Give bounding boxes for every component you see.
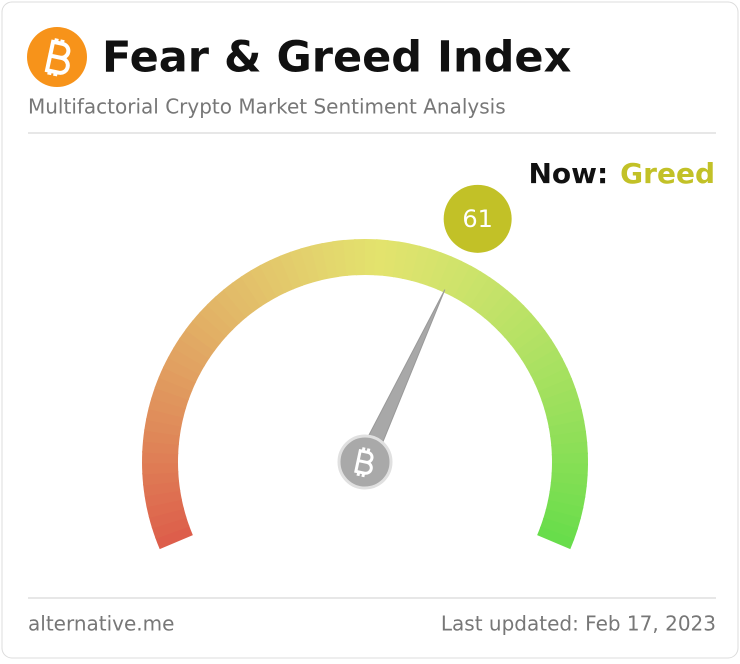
gauge-arc [161, 482, 162, 494]
gauge-arc [462, 281, 472, 287]
gauge-arc [168, 393, 172, 404]
gauge-arc [471, 286, 481, 292]
gauge-arc [166, 402, 169, 413]
gauge-arc [227, 303, 236, 311]
gauge-arc [569, 443, 570, 455]
gauge-arc [164, 412, 167, 423]
subtitle: Multifactorial Crypto Market Sentiment A… [28, 95, 506, 119]
gauge-arc [496, 304, 505, 312]
gauge-arc [546, 366, 551, 376]
gauge-arc [172, 383, 176, 394]
gauge-arc [444, 273, 455, 278]
gauge-arc [375, 257, 387, 258]
gauge-arc [234, 297, 243, 304]
gauge-arc [184, 356, 190, 366]
gauge-arc [259, 281, 269, 287]
gauge-arc [166, 512, 169, 523]
gauge-arc [169, 522, 173, 533]
gauge-arc [206, 324, 214, 333]
bitcoin-logo [27, 27, 87, 87]
gauge-arc [345, 257, 357, 258]
gauge-arc [488, 298, 497, 305]
gauge-arc [395, 259, 406, 261]
gauge-arc [172, 531, 176, 542]
source: alternative.me [28, 612, 174, 636]
gauge-arc [296, 265, 307, 269]
gauge-arc [555, 385, 559, 396]
gauge-arc [517, 325, 525, 334]
gauge-arc [562, 404, 565, 415]
classification: Greed [620, 157, 715, 190]
gauge-arc [564, 413, 566, 424]
gauge-arc [479, 292, 488, 299]
gauge-arc [335, 258, 347, 259]
gauge-arc [161, 432, 162, 444]
gauge-arc [175, 374, 180, 385]
gauge-arc [551, 375, 556, 386]
gauge-arc [242, 291, 252, 298]
gauge-arc [213, 316, 221, 324]
last-updated: Last updated: Feb 17, 2023 [441, 612, 716, 636]
gauge-arc [220, 310, 228, 318]
now-label: Now: [528, 157, 608, 190]
gauge-arc [530, 341, 537, 351]
title: Fear & Greed Index [102, 33, 572, 83]
gauge-arc [162, 492, 164, 503]
gauge-arc [194, 339, 201, 349]
gauge-arc [565, 494, 567, 505]
gauge-arc [164, 502, 167, 513]
gauge-arc [568, 433, 569, 445]
gauge-arc [160, 472, 161, 484]
gauge-arc [566, 423, 568, 434]
gauge-arc [425, 266, 436, 270]
gauge-arc [325, 259, 336, 261]
gauge-arc [541, 357, 547, 367]
gauge-arc [405, 261, 416, 264]
gauge-arc [189, 348, 195, 358]
value-label: 61 [462, 205, 493, 233]
gauge-arc [286, 269, 297, 273]
gauge-arc [557, 523, 561, 534]
gauge-arc [200, 331, 207, 340]
gauge-arc [524, 333, 531, 342]
gauge-arc [277, 272, 288, 277]
gauge-arc [567, 484, 569, 496]
gauge-arc [510, 318, 518, 326]
gauge-arc [453, 277, 463, 282]
gauge-arc [162, 422, 164, 433]
gauge-arc [560, 513, 563, 524]
gauge-arc [160, 442, 161, 454]
gauge-arc [315, 261, 326, 264]
gauge-arc [434, 269, 445, 273]
gauge-arc [268, 276, 278, 281]
gauge-arc [563, 504, 566, 515]
gauge-arc [179, 365, 184, 375]
gauge-arc [305, 263, 316, 266]
gauge-arc [385, 258, 397, 259]
gauge-arc [503, 311, 511, 319]
gauge-arc [415, 263, 426, 266]
gauge-arc [569, 474, 570, 486]
gauge-arc [536, 349, 542, 359]
gauge-arc [554, 533, 558, 542]
gauge-arc [251, 286, 261, 292]
gauge-arc [558, 394, 562, 405]
